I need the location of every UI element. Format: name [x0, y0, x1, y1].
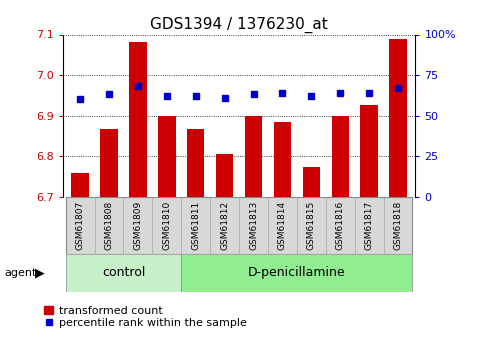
Bar — [268, 197, 297, 254]
Text: GSM61818: GSM61818 — [394, 201, 402, 250]
Bar — [303, 167, 320, 197]
Bar — [216, 154, 233, 197]
Bar — [129, 42, 147, 197]
Bar — [355, 197, 384, 254]
Text: GSM61811: GSM61811 — [191, 201, 200, 250]
Text: agent: agent — [5, 268, 37, 277]
Legend: transformed count, percentile rank within the sample: transformed count, percentile rank withi… — [44, 306, 246, 328]
Text: GSM61809: GSM61809 — [133, 201, 142, 250]
Text: GSM61815: GSM61815 — [307, 201, 316, 250]
Text: GSM61808: GSM61808 — [104, 201, 114, 250]
Bar — [326, 197, 355, 254]
Bar — [297, 197, 326, 254]
Bar — [210, 197, 239, 254]
Bar — [100, 129, 118, 197]
Text: GSM61810: GSM61810 — [162, 201, 171, 250]
Bar — [245, 116, 262, 197]
Bar — [331, 116, 349, 197]
Text: GSM61816: GSM61816 — [336, 201, 345, 250]
Bar — [187, 129, 204, 197]
Text: D-penicillamine: D-penicillamine — [248, 266, 346, 279]
Bar — [158, 116, 175, 197]
Bar — [152, 197, 181, 254]
Text: ▶: ▶ — [35, 266, 44, 279]
Text: GSM61817: GSM61817 — [365, 201, 374, 250]
Bar — [181, 197, 210, 254]
Title: GDS1394 / 1376230_at: GDS1394 / 1376230_at — [150, 17, 328, 33]
Bar — [66, 197, 95, 254]
Bar — [181, 254, 412, 292]
Bar — [389, 39, 407, 197]
Text: control: control — [102, 266, 145, 279]
Text: GSM61814: GSM61814 — [278, 201, 287, 250]
Bar — [124, 197, 152, 254]
Text: GSM61813: GSM61813 — [249, 201, 258, 250]
Text: GSM61812: GSM61812 — [220, 201, 229, 250]
Bar — [274, 122, 291, 197]
Bar — [66, 254, 181, 292]
Bar — [71, 173, 89, 197]
Bar — [95, 197, 124, 254]
Text: GSM61807: GSM61807 — [76, 201, 85, 250]
Bar — [384, 197, 412, 254]
Bar — [239, 197, 268, 254]
Bar — [360, 106, 378, 197]
